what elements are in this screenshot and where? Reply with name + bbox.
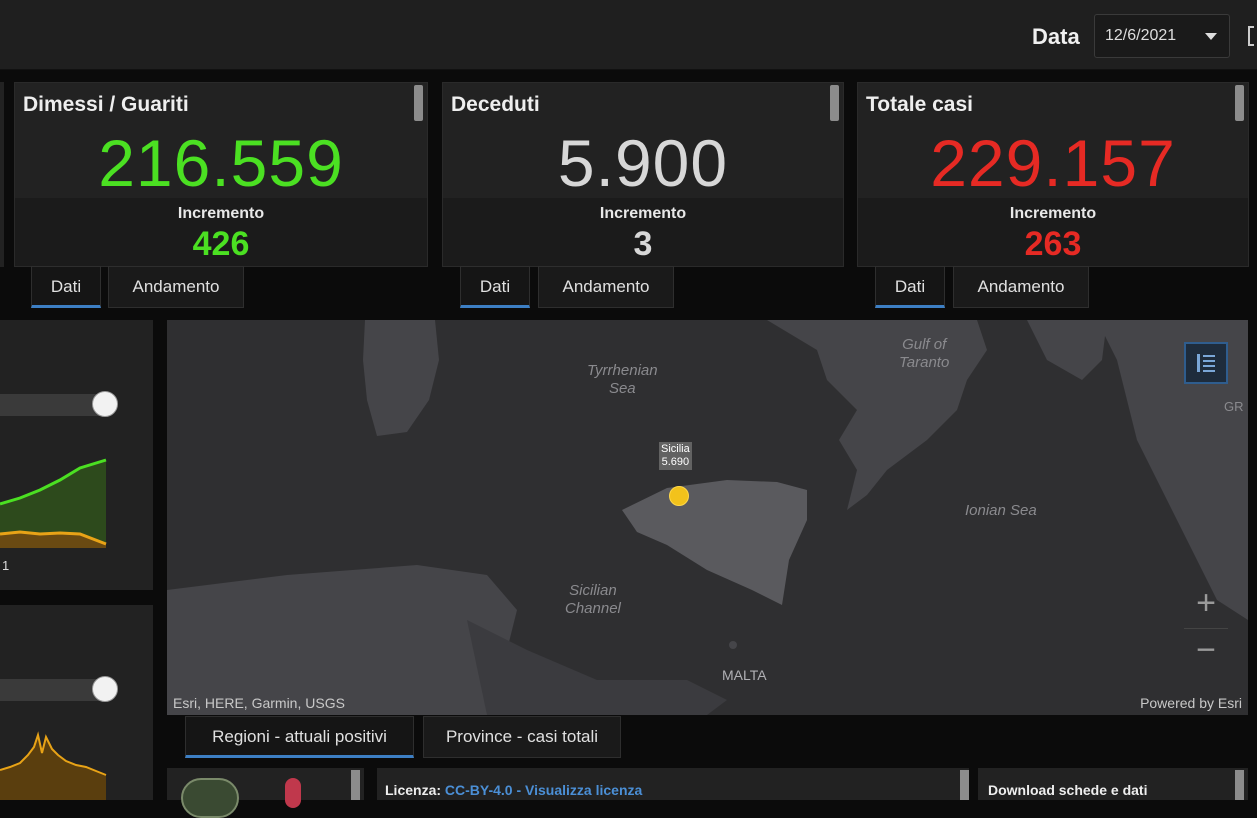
increment-value: 426 [192,225,250,263]
mainland-land [767,320,987,510]
increment-label: Incremento [1009,205,1097,222]
card-value: 5.900 [557,126,729,200]
map-label-gulf: Gulf of Taranto [899,336,950,371]
tab-province[interactable]: Province - casi totali [423,716,621,758]
green-line [0,458,107,506]
map-label-malta: MALTA [722,667,767,683]
slider-track[interactable] [0,679,100,701]
download-panel: Download schede e dati [978,768,1248,800]
panel-scrollbar[interactable] [351,770,360,800]
tab-andamento[interactable]: Andamento [538,266,674,308]
date-label: Data [1032,24,1080,49]
increment-label: Incremento [177,205,265,222]
panel-scrollbar[interactable] [1235,770,1244,800]
slider-handle[interactable] [92,391,118,417]
zoom-in-button[interactable]: + [1196,584,1216,622]
green-area [0,460,106,548]
africa-land [167,565,527,715]
tab-dati[interactable]: Dati [875,266,945,308]
tab-dati[interactable]: Dati [460,266,530,308]
tab-dati[interactable]: Dati [31,266,101,308]
date-dropdown[interactable]: 12/6/2021 [1094,14,1230,58]
orange-line [0,530,107,546]
card-title: Deceduti [451,93,540,116]
orange-area [0,735,106,800]
tab-andamento[interactable]: Andamento [108,266,244,308]
marker-label-region: Sicilia [661,443,690,455]
card-value: 229.157 [930,126,1176,200]
daily-chart-panel [0,605,153,800]
trend-chart [0,458,107,548]
map-label-tyrrhenian: Tyrrhenian Sea [587,362,658,397]
top-bar: Data 12/6/2021 [0,0,1257,70]
marker-label-value: 5.690 [661,456,690,468]
license-link[interactable]: CC-BY-4.0 [444,782,513,798]
card-scrollbar[interactable] [414,85,423,121]
license-separator: - [512,782,526,798]
panel-scrollbar[interactable] [960,770,969,800]
download-title: Download schede e dati [988,782,1148,798]
increment-value: 3 [633,225,653,263]
map-label-sicilian-channel: Sicilian Channel [565,582,621,617]
edge-icon [1248,26,1254,46]
card-edge [0,82,4,267]
logos-panel [167,768,364,818]
card-title: Dimessi / Guariti [23,93,189,116]
slider-track[interactable] [0,394,100,416]
card-title: Totale casi [866,93,973,116]
orange-area [0,532,106,548]
card-lower [15,198,427,266]
trend-chart-panel: 1 [0,320,153,590]
map-attribution: Esri, HERE, Garmin, USGS [173,695,345,711]
slider-handle[interactable] [92,676,118,702]
increment-value: 263 [1024,225,1082,263]
africa-land-east [467,620,727,715]
increment-label: Incremento [599,205,687,222]
card-scrollbar[interactable] [830,85,839,121]
zoom-out-button[interactable]: − [1184,628,1228,672]
region-marker-sicilia[interactable] [669,486,689,506]
tab-regioni[interactable]: Regioni - attuali positivi [185,716,414,758]
list-icon [1197,354,1215,372]
marker-label: Sicilia 5.690 [659,442,692,470]
malta-land [729,641,737,649]
date-value: 12/6/2021 [1105,27,1177,44]
card-guariti: Dimessi / Guariti 216.559 Incremento 426 [14,82,428,267]
view-license-link[interactable]: Visualizza licenza [525,782,643,798]
card-lower [858,198,1248,266]
map-label-gr: GR [1224,399,1244,414]
chevron-down-icon [1205,33,1217,40]
license-label: Licenza: [385,782,442,798]
sicily-land [622,480,807,605]
card-value: 216.559 [98,126,344,200]
emblem-icon [181,778,239,818]
greece-land [1097,320,1248,620]
license-text: Licenza: CC-BY-4.0 - Visualizza licenza [385,782,642,798]
card-totale-casi: Totale casi 229.157 Incremento 263 [857,82,1249,267]
map-basemap [167,320,1248,715]
powered-by-esri[interactable]: Powered by Esri [1140,695,1242,711]
card-deceduti: Deceduti 5.900 Incremento 3 [442,82,844,267]
map-label-ionian: Ionian Sea [965,502,1037,519]
license-panel: Licenza: CC-BY-4.0 - Visualizza licenza [377,768,969,800]
card-lower [443,198,843,266]
logo-icon [285,778,301,808]
orange-line [0,731,107,776]
sardinia-land [363,320,439,436]
daily-chart [0,731,107,800]
legend-button[interactable] [1184,342,1228,384]
card-scrollbar[interactable] [1235,85,1244,121]
axis-tick-label: 1 [2,558,10,573]
puglia-land [1027,320,1107,380]
map-view[interactable]: Tyrrhenian Sea Gulf of Taranto Ionian Se… [167,320,1248,715]
tab-andamento[interactable]: Andamento [953,266,1089,308]
